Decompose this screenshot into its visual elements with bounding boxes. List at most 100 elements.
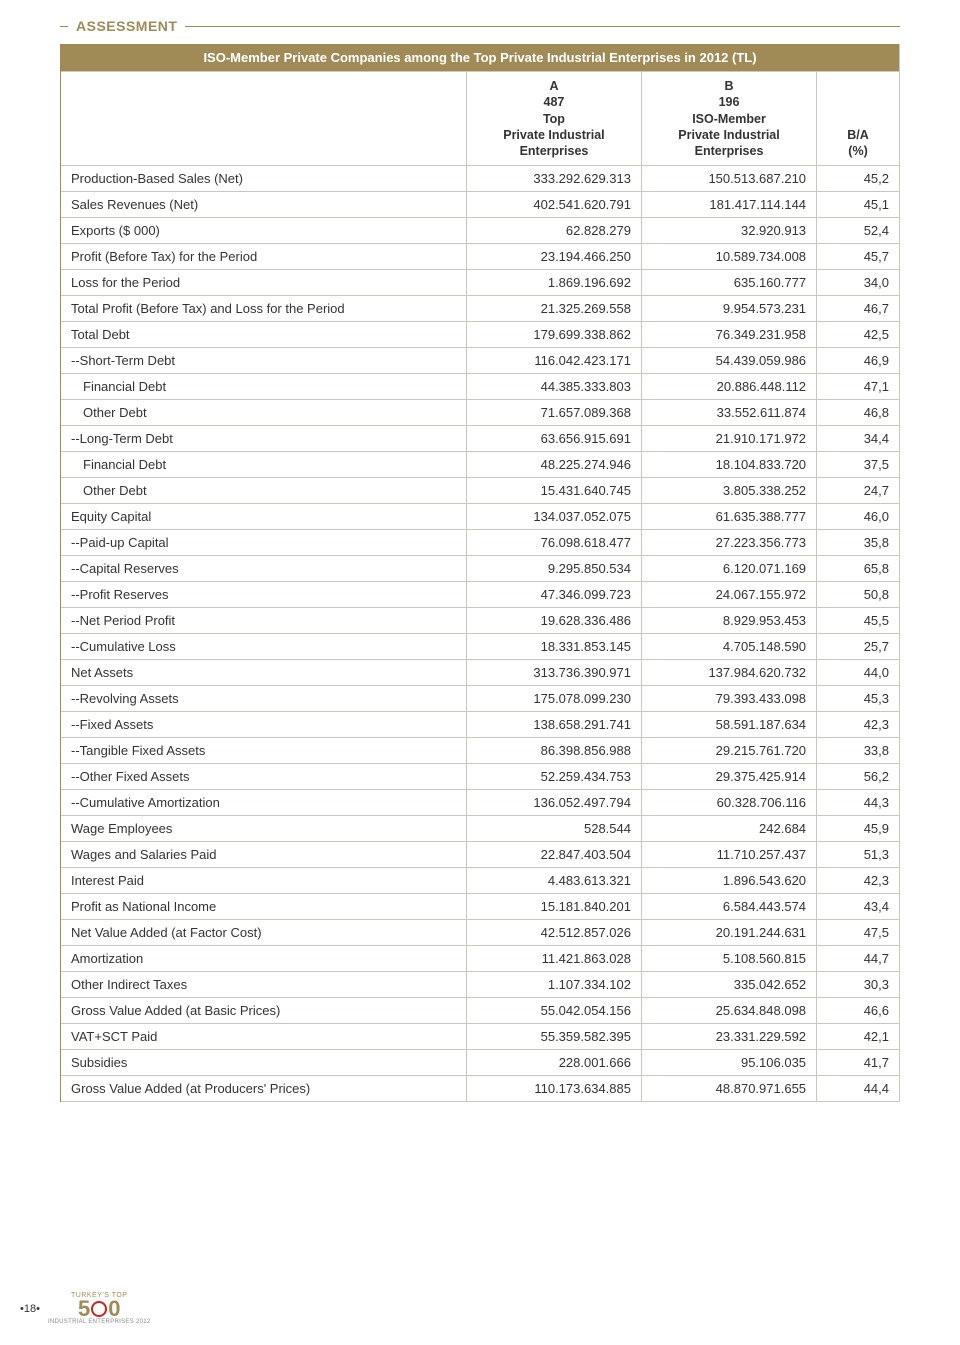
row-value-ratio: 43,4 [817,894,900,920]
row-value-a: 110.173.634.885 [466,1076,641,1102]
row-value-ratio: 45,5 [817,608,900,634]
row-label: Net Assets [61,660,466,686]
row-value-a: 313.736.390.971 [466,660,641,686]
row-value-a: 15.431.640.745 [466,478,641,504]
row-label: Total Debt [61,322,466,348]
row-value-a: 136.052.497.794 [466,790,641,816]
row-value-ratio: 46,8 [817,400,900,426]
row-label: Gross Value Added (at Producers' Prices) [61,1076,466,1102]
row-value-a: 86.398.856.988 [466,738,641,764]
table-row: Subsidies228.001.66695.106.03541,7 [61,1050,900,1076]
row-value-ratio: 25,7 [817,634,900,660]
col-b-desc3: Enterprises [695,144,764,158]
row-value-ratio: 45,7 [817,244,900,270]
row-label: Gross Value Added (at Basic Prices) [61,998,466,1024]
table-row: Sales Revenues (Net)402.541.620.791181.4… [61,192,900,218]
row-value-b: 60.328.706.116 [641,790,816,816]
table-row: Other Debt71.657.089.36833.552.611.87446… [61,400,900,426]
table-row: --Fixed Assets138.658.291.74158.591.187.… [61,712,900,738]
row-label: --Short-Term Debt [61,348,466,374]
table-row: Gross Value Added (at Basic Prices)55.04… [61,998,900,1024]
row-label: Profit (Before Tax) for the Period [61,244,466,270]
row-value-b: 48.870.971.655 [641,1076,816,1102]
row-value-b: 10.589.734.008 [641,244,816,270]
row-value-b: 79.393.433.098 [641,686,816,712]
col-b-desc1: ISO-Member [692,112,766,126]
row-label: Wage Employees [61,816,466,842]
table-title-row: ISO-Member Private Companies among the T… [61,44,900,72]
col-a-desc3: Enterprises [520,144,589,158]
row-value-a: 52.259.434.753 [466,764,641,790]
row-value-a: 179.699.338.862 [466,322,641,348]
row-value-ratio: 24,7 [817,478,900,504]
row-value-ratio: 46,9 [817,348,900,374]
table-row: VAT+SCT Paid55.359.582.39523.331.229.592… [61,1024,900,1050]
logo-500: TURKEY'S TOP 5 0 INDUSTRIAL ENTERPRISES … [48,1292,151,1325]
table-row: Interest Paid4.483.613.3211.896.543.6204… [61,868,900,894]
row-value-b: 23.331.229.592 [641,1024,816,1050]
row-value-ratio: 46,0 [817,504,900,530]
row-value-b: 24.067.155.972 [641,582,816,608]
row-value-a: 15.181.840.201 [466,894,641,920]
table-row: --Long-Term Debt63.656.915.69121.910.171… [61,426,900,452]
row-label: --Tangible Fixed Assets [61,738,466,764]
row-label: Production-Based Sales (Net) [61,166,466,192]
row-label: Financial Debt [61,374,466,400]
row-value-ratio: 44,4 [817,1076,900,1102]
rowlabel-header [61,72,466,166]
row-value-b: 27.223.356.773 [641,530,816,556]
row-value-a: 175.078.099.230 [466,686,641,712]
table-row: Equity Capital134.037.052.07561.635.388.… [61,504,900,530]
row-value-a: 1.107.334.102 [466,972,641,998]
row-label: Interest Paid [61,868,466,894]
row-value-a: 11.421.863.028 [466,946,641,972]
row-label: Equity Capital [61,504,466,530]
col-ratio-l2: (%) [848,144,867,158]
header-line-right [185,26,900,27]
row-value-a: 48.225.274.946 [466,452,641,478]
table-row: --Capital Reserves9.295.850.5346.120.071… [61,556,900,582]
row-value-b: 76.349.231.958 [641,322,816,348]
row-label: --Paid-up Capital [61,530,466,556]
row-value-b: 20.886.448.112 [641,374,816,400]
row-label: --Revolving Assets [61,686,466,712]
table-row: Total Debt179.699.338.86276.349.231.9584… [61,322,900,348]
row-value-ratio: 50,8 [817,582,900,608]
row-label: Other Debt [61,478,466,504]
row-label: --Other Fixed Assets [61,764,466,790]
row-value-b: 4.705.148.590 [641,634,816,660]
row-value-a: 9.295.850.534 [466,556,641,582]
logo-digit-0: 0 [108,1299,120,1319]
logo-digit-5: 5 [78,1299,90,1319]
logo-500-number: 5 0 [78,1299,121,1319]
col-a-desc1: Top [543,112,565,126]
row-value-a: 21.325.269.558 [466,296,641,322]
col-a-letter: A [549,79,558,93]
row-value-ratio: 65,8 [817,556,900,582]
row-value-a: 76.098.618.477 [466,530,641,556]
row-value-ratio: 41,7 [817,1050,900,1076]
row-value-a: 23.194.466.250 [466,244,641,270]
row-value-b: 242.684 [641,816,816,842]
row-value-ratio: 37,5 [817,452,900,478]
row-value-a: 1.869.196.692 [466,270,641,296]
row-value-ratio: 45,9 [817,816,900,842]
table-row: Amortization11.421.863.0285.108.560.8154… [61,946,900,972]
row-label: Loss for the Period [61,270,466,296]
row-value-ratio: 45,1 [817,192,900,218]
row-value-b: 29.375.425.914 [641,764,816,790]
table-row: --Revolving Assets175.078.099.23079.393.… [61,686,900,712]
row-label: --Net Period Profit [61,608,466,634]
row-value-b: 21.910.171.972 [641,426,816,452]
row-value-b: 8.929.953.453 [641,608,816,634]
row-label: --Cumulative Amortization [61,790,466,816]
row-value-b: 335.042.652 [641,972,816,998]
row-value-b: 11.710.257.437 [641,842,816,868]
table-row: Wage Employees528.544242.68445,9 [61,816,900,842]
row-value-b: 9.954.573.231 [641,296,816,322]
page-container: ASSESSMENT ISO-Member Private Companies … [0,0,960,1345]
row-value-ratio: 34,4 [817,426,900,452]
col-b-desc2: Private Industrial [678,128,779,142]
row-value-ratio: 47,1 [817,374,900,400]
row-value-b: 18.104.833.720 [641,452,816,478]
